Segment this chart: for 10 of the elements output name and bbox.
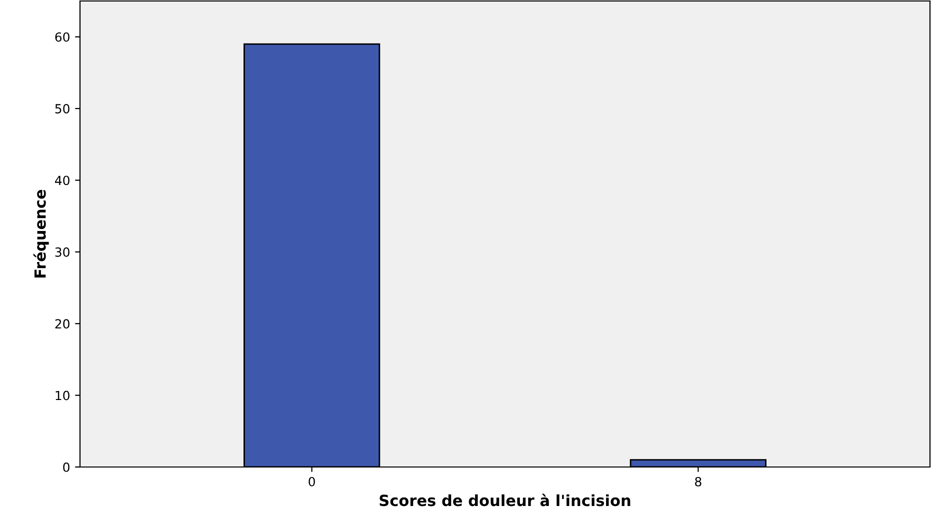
y-axis-title: Fréquence — [33, 190, 49, 278]
y-tick-label: 30 — [55, 247, 70, 257]
y-tick-label: 20 — [55, 319, 70, 329]
x-tick-label: 8 — [695, 476, 702, 486]
y-tick-label: 40 — [54, 176, 70, 186]
y-tick-label: 50 — [55, 104, 70, 114]
y-tick-label: 0 — [63, 462, 70, 472]
y-tick-label: 60 — [55, 32, 70, 42]
y-tick-label: 10 — [56, 390, 70, 400]
x-axis-title: Scores de douleur à l'incision — [380, 494, 630, 506]
